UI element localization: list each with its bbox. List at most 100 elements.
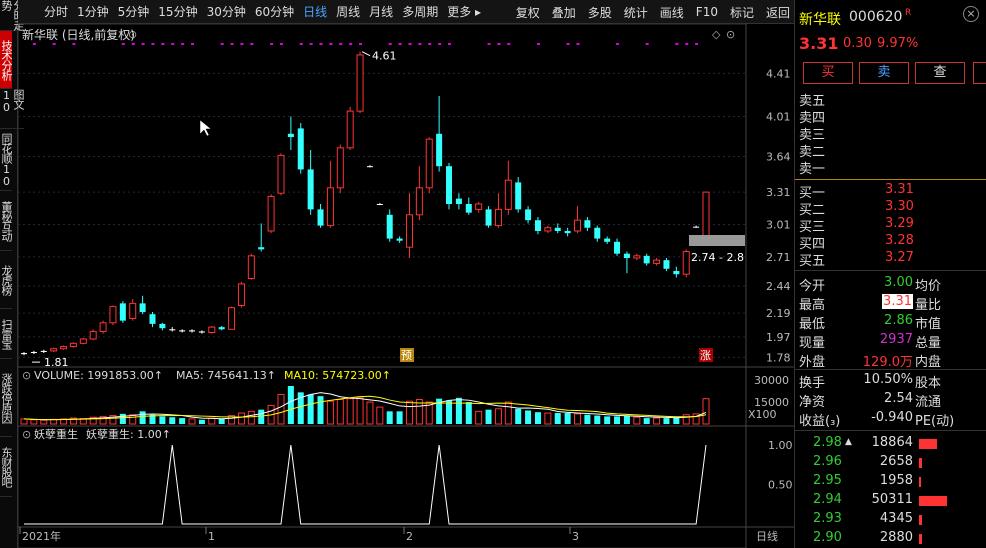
candle[interactable] [237, 281, 245, 308]
candle[interactable] [425, 137, 433, 194]
candle[interactable] [574, 206, 582, 234]
candle[interactable] [475, 201, 483, 213]
candle[interactable] [247, 253, 255, 280]
candle[interactable] [218, 326, 225, 331]
candle[interactable] [198, 330, 205, 334]
candle[interactable] [702, 191, 710, 241]
candle[interactable] [534, 216, 541, 235]
candle[interactable] [584, 216, 591, 231]
candle[interactable] [21, 351, 27, 356]
candle[interactable] [653, 258, 661, 266]
candle[interactable] [79, 337, 87, 345]
candle[interactable] [258, 223, 265, 252]
query-button[interactable]: 查 [915, 62, 965, 84]
candle[interactable] [376, 202, 383, 206]
sidebar-item-1[interactable]: 技术分析 [0, 31, 13, 89]
candle[interactable] [336, 144, 344, 194]
diamond-icon[interactable]: ◇ [712, 28, 721, 41]
candle[interactable] [317, 204, 324, 228]
candle[interactable] [544, 225, 552, 234]
candle[interactable] [89, 329, 97, 341]
candle[interactable] [326, 160, 334, 228]
candle[interactable] [465, 197, 472, 215]
candle[interactable] [149, 312, 156, 328]
candle[interactable] [228, 306, 236, 330]
candle[interactable] [405, 193, 413, 258]
candle[interactable] [159, 322, 166, 331]
period-tab-5[interactable]: 60分钟 [254, 5, 295, 19]
limit-up-badge[interactable] [699, 348, 713, 362]
candle[interactable] [99, 320, 107, 334]
tool-button-4[interactable]: 画线 [659, 5, 684, 20]
period-tab-1[interactable]: 1分钟 [77, 5, 109, 19]
candle[interactable] [297, 123, 304, 174]
candle[interactable] [693, 225, 700, 228]
candle[interactable] [169, 327, 176, 332]
period-tab-4[interactable]: 30分钟 [206, 5, 246, 19]
tool-button-1[interactable]: 叠加 [551, 5, 576, 20]
candle[interactable] [436, 96, 443, 172]
candle[interactable] [386, 209, 393, 242]
candle[interactable] [287, 116, 294, 150]
candle[interactable] [277, 153, 285, 196]
tool-button-2[interactable]: 多股 [587, 5, 612, 20]
sidebar-item-3[interactable]: 同花顺10 [0, 129, 13, 191]
tool-button-7[interactable]: 返回 [765, 5, 790, 20]
candle[interactable] [682, 249, 690, 278]
candle[interactable] [494, 193, 502, 228]
candle[interactable] [485, 206, 492, 228]
candle[interactable] [415, 166, 423, 221]
sidebar-item-6[interactable]: 扫雷宝 [0, 309, 13, 359]
period-tab-2[interactable]: 5分钟 [117, 5, 150, 19]
candle[interactable] [623, 251, 630, 274]
sidebar-item-4[interactable]: 董秘互动 [0, 191, 13, 251]
candle[interactable] [643, 253, 650, 266]
chart-canvas[interactable]: 4.41 4.01 3.64 3.31 3.01 2.71 2.44 2.19 1.97 1.78… [17, 23, 794, 548]
period-tab-9[interactable]: 多周期 [402, 5, 439, 19]
title-dropdown-icon[interactable]: ⊙ [128, 28, 137, 41]
settings-icon[interactable]: ⊙ [726, 28, 735, 41]
candle[interactable] [594, 225, 601, 242]
candle[interactable] [60, 345, 68, 350]
period-tab-0[interactable]: 分时 [44, 5, 69, 19]
period-tab-10[interactable]: 更多 ▸ [447, 5, 482, 19]
candle[interactable] [307, 150, 314, 215]
candle[interactable] [604, 236, 611, 244]
candle[interactable] [208, 326, 216, 334]
kline-chart[interactable]: 4.41 4.01 3.64 3.31 3.01 2.71 2.44 2.19 1.97 1.78… [17, 23, 794, 548]
volume-settings-icon[interactable]: ⊙ [22, 369, 31, 382]
sidebar-item-7[interactable]: 涨跌停原因 [0, 359, 13, 437]
period-tab-8[interactable]: 月线 [369, 5, 394, 19]
candle[interactable] [69, 342, 77, 348]
sidebar-item-2[interactable]: 图文10 [0, 89, 25, 129]
close-icon[interactable]: × [963, 6, 979, 22]
candle[interactable] [455, 193, 462, 210]
tool-button-0[interactable]: 复权 [515, 5, 540, 20]
candle[interactable] [109, 305, 117, 325]
candle[interactable] [129, 299, 137, 321]
candle[interactable] [396, 236, 403, 243]
candle[interactable] [366, 165, 373, 168]
forecast-badge[interactable] [400, 348, 414, 362]
tool-button-5[interactable]: F10 [695, 5, 718, 19]
candle[interactable] [119, 301, 126, 323]
candle[interactable] [30, 350, 37, 355]
tool-button-6[interactable]: 标记 [729, 5, 754, 20]
sidebar-item-5[interactable]: 龙虎榜 [0, 251, 13, 309]
period-tab-3[interactable]: 15分钟 [158, 5, 198, 19]
candle[interactable] [139, 295, 146, 315]
sidebar-item-8[interactable]: 东财股吧 [0, 437, 13, 497]
period-tab-6[interactable]: 日线 [303, 5, 328, 19]
candle[interactable] [346, 106, 354, 150]
candle[interactable] [189, 329, 196, 333]
tool-button-3[interactable]: 统计 [623, 5, 648, 20]
candle[interactable] [614, 238, 621, 256]
candle[interactable] [564, 227, 571, 237]
candle[interactable] [504, 160, 512, 215]
buy-button[interactable]: 买 [803, 62, 853, 84]
candle[interactable] [663, 258, 670, 271]
period-tab-7[interactable]: 周线 [336, 5, 361, 19]
candle[interactable] [673, 266, 680, 278]
candle[interactable] [50, 347, 58, 352]
candle[interactable] [267, 194, 275, 234]
